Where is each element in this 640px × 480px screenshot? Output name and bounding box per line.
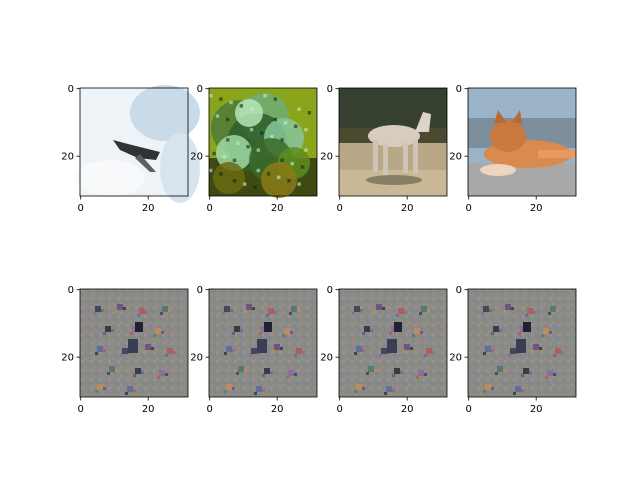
panel-image xyxy=(339,289,447,397)
image-panel: 0 20 0 20 xyxy=(190,84,318,214)
x-tick-label: 20 xyxy=(530,404,543,415)
y-tick-label: 0 xyxy=(456,285,462,296)
panel-frame xyxy=(79,87,189,197)
panel-image xyxy=(468,88,576,196)
image-panel: 0 20 0 20 xyxy=(320,285,448,415)
x-tick-label: 0 xyxy=(78,203,84,214)
panel-frame xyxy=(208,288,318,398)
y-tick-label: 20 xyxy=(449,152,462,163)
x-tick-label: 20 xyxy=(142,404,155,415)
x-tick-label: 0 xyxy=(78,404,84,415)
panel-frame xyxy=(467,288,577,398)
y-tick-label: 20 xyxy=(61,152,74,163)
x-tick-label: 20 xyxy=(271,203,284,214)
image-panel: 0 20 0 20 xyxy=(449,285,577,415)
panel-image xyxy=(209,289,317,397)
y-tick-label: 20 xyxy=(320,152,333,163)
y-tick-label: 20 xyxy=(449,353,462,364)
x-tick-label: 0 xyxy=(466,203,472,214)
x-tick-label: 20 xyxy=(401,404,414,415)
y-tick-label: 0 xyxy=(456,84,462,95)
panel-image xyxy=(80,289,188,397)
panel-image xyxy=(75,85,200,203)
image-panel: 0 20 0 20 xyxy=(61,285,189,415)
image-panel: 0 20 0 20 xyxy=(61,84,200,214)
x-tick-label: 20 xyxy=(530,203,543,214)
panel-image xyxy=(209,88,317,198)
x-tick-label: 0 xyxy=(337,203,343,214)
panel-image xyxy=(468,289,576,397)
y-tick-label: 20 xyxy=(190,353,203,364)
image-panel: 0 20 0 20 xyxy=(449,84,577,214)
y-tick-label: 0 xyxy=(68,84,74,95)
x-tick-label: 0 xyxy=(207,404,213,415)
panel-frame xyxy=(208,87,318,197)
y-tick-label: 0 xyxy=(327,84,333,95)
panel-image xyxy=(339,88,447,196)
y-tick-label: 0 xyxy=(197,285,203,296)
panel-frame xyxy=(467,87,577,197)
image-panel: 0 20 0 20 xyxy=(320,84,448,214)
y-tick-label: 0 xyxy=(197,84,203,95)
y-tick-label: 20 xyxy=(61,353,74,364)
panel-frame xyxy=(338,288,448,398)
panel-frame xyxy=(79,288,189,398)
x-tick-label: 0 xyxy=(466,404,472,415)
x-tick-label: 20 xyxy=(271,404,284,415)
panel-frame xyxy=(338,87,448,197)
y-tick-label: 20 xyxy=(190,152,203,163)
x-tick-label: 0 xyxy=(337,404,343,415)
y-tick-label: 0 xyxy=(68,285,74,296)
x-tick-label: 0 xyxy=(207,203,213,214)
x-tick-label: 20 xyxy=(401,203,414,214)
x-tick-label: 20 xyxy=(142,203,155,214)
y-tick-label: 20 xyxy=(320,353,333,364)
y-tick-label: 0 xyxy=(327,285,333,296)
image-panel: 0 20 0 20 xyxy=(190,285,318,415)
